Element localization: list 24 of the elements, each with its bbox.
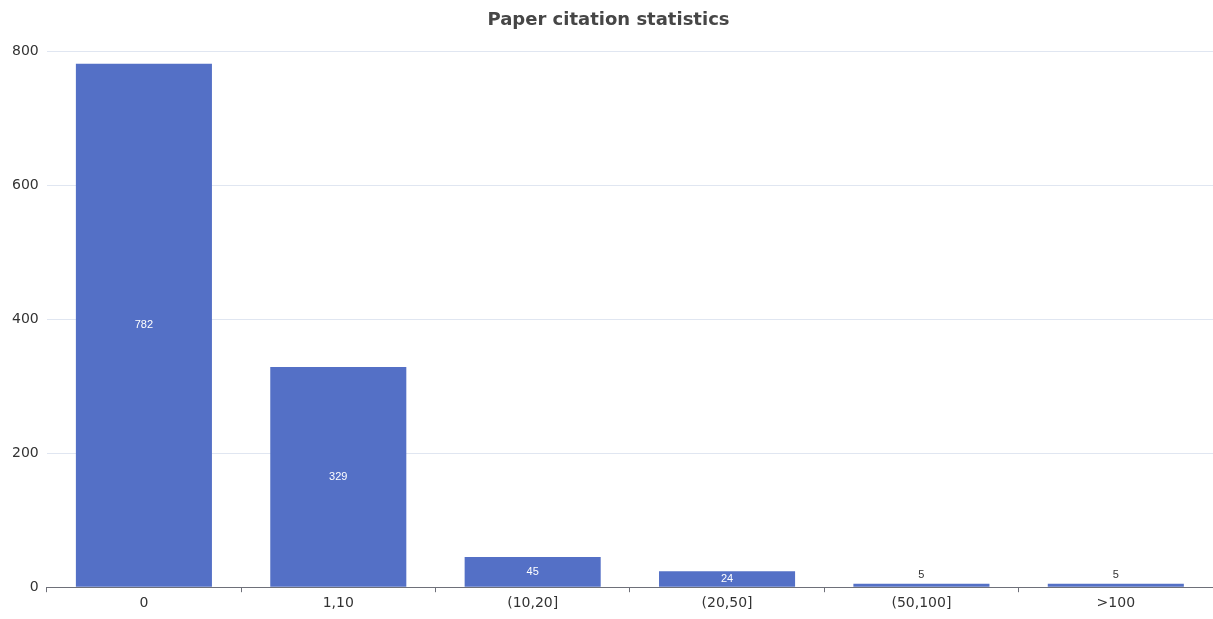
- data-label: 24: [720, 571, 734, 584]
- y-tick-label: 800: [11, 42, 39, 59]
- y-tick-label: 0: [29, 577, 39, 594]
- x-tick-label: (20,50]: [701, 594, 753, 611]
- y-tick-label: 200: [11, 443, 39, 460]
- x-tick-label: 1,10: [322, 594, 354, 611]
- data-label: 5: [1112, 567, 1119, 580]
- x-tick-label: (50,100]: [891, 594, 952, 611]
- bar: [1047, 583, 1184, 587]
- x-tick-label: 0: [139, 594, 149, 611]
- data-label: 329: [329, 469, 348, 482]
- bar: [270, 366, 407, 587]
- data-label: 45: [526, 564, 539, 577]
- chart-title: Paper citation statistics: [487, 8, 730, 30]
- bar: [75, 63, 212, 587]
- data-label: 5: [918, 567, 925, 580]
- data-label: 782: [134, 318, 154, 331]
- bar: [464, 557, 601, 587]
- y-tick-label: 600: [11, 176, 39, 193]
- bar: [659, 571, 796, 587]
- x-tick-label: >100: [1096, 594, 1136, 611]
- x-tick-label: (10,20]: [507, 594, 559, 611]
- y-tick-label: 400: [11, 310, 39, 327]
- bar: [853, 583, 990, 587]
